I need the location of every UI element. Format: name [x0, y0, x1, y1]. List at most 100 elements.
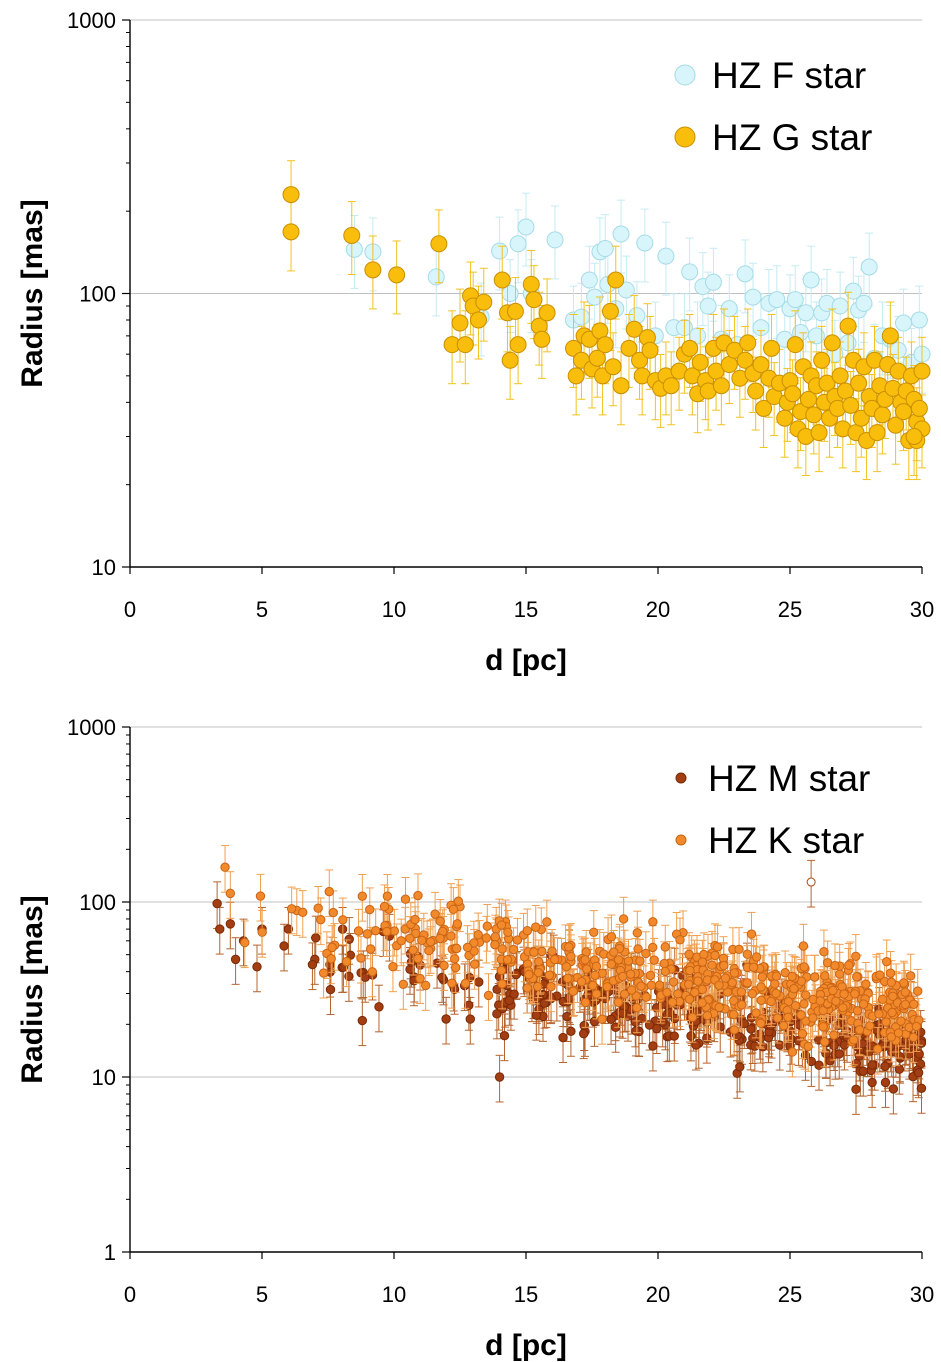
data-point [525, 291, 543, 309]
data-point [913, 986, 923, 996]
data-point [596, 336, 614, 354]
data-point [894, 1064, 905, 1074]
data-point [886, 977, 897, 988]
data-point [408, 945, 418, 955]
data-point [451, 943, 462, 954]
data-point [546, 981, 556, 992]
data-point [497, 944, 507, 954]
chart-top: 10 100 1000 0 5 10 15 20 25 30 d [pc] Radius [mas] H… [16, 8, 934, 677]
data-point [699, 297, 717, 315]
data-point [818, 1022, 828, 1032]
data-point [783, 1012, 793, 1023]
data-point [766, 996, 776, 1007]
data-point [668, 977, 679, 987]
data-point [736, 351, 754, 369]
data-point [609, 947, 619, 957]
x-tick-label: 20 [646, 597, 670, 622]
data-point [796, 1010, 806, 1020]
data-point [415, 973, 425, 984]
data-point [572, 308, 590, 326]
data-point [561, 961, 572, 972]
data-point [667, 997, 678, 1007]
legend: HZ F star HZ G star [674, 55, 872, 158]
data-point [483, 990, 494, 1001]
data-point [371, 925, 381, 936]
data-point [362, 929, 373, 939]
data-point [865, 1021, 875, 1031]
data-point [631, 1026, 641, 1036]
data-point [531, 1010, 542, 1020]
data-point [888, 1084, 899, 1094]
data-point [636, 234, 654, 252]
data-point [877, 994, 888, 1004]
data-point [873, 406, 891, 424]
data-point [606, 1014, 616, 1025]
data-point [648, 1041, 658, 1051]
data-point [799, 999, 809, 1009]
data-point [911, 1021, 922, 1032]
data-point [710, 950, 720, 961]
data-point [356, 953, 366, 963]
data-point [772, 1013, 783, 1023]
data-point [905, 428, 923, 446]
data-point [681, 339, 699, 357]
data-point [909, 999, 919, 1009]
data-point [633, 944, 643, 954]
data-point [746, 1024, 756, 1034]
data-point [805, 406, 823, 424]
data-point [880, 1077, 891, 1088]
data-point [848, 1035, 859, 1045]
data-point [844, 282, 862, 300]
data-point [612, 377, 630, 395]
data-point [345, 240, 363, 258]
data-point [787, 1047, 798, 1057]
data-point [885, 968, 896, 978]
data-point [448, 904, 459, 914]
data-point [697, 998, 707, 1008]
data-point [357, 1015, 368, 1026]
data-point [490, 939, 500, 950]
data-point [635, 956, 645, 966]
data-point [839, 317, 857, 335]
data-point [739, 334, 757, 352]
data-point [307, 959, 318, 970]
data-point [807, 327, 825, 345]
data-point [887, 416, 905, 434]
data-point [364, 261, 382, 279]
data-point [803, 1041, 813, 1052]
data-point [691, 1040, 701, 1050]
data-point [818, 374, 836, 392]
data-point [343, 226, 361, 244]
data-point [886, 1032, 896, 1042]
data-point [367, 967, 378, 977]
data-point [729, 995, 739, 1006]
data-point [861, 979, 871, 989]
data-point [855, 294, 873, 312]
data-point [852, 409, 870, 427]
data-point [491, 242, 509, 260]
data-point [654, 980, 665, 990]
data-point [778, 1020, 789, 1031]
data-point [868, 424, 886, 442]
data-point [580, 955, 590, 965]
data-point [819, 947, 829, 957]
data-point [786, 291, 804, 309]
data-point [825, 1056, 835, 1066]
data-point [657, 1017, 668, 1027]
data-point [660, 966, 670, 977]
data-point [533, 967, 544, 978]
data-point [913, 362, 931, 380]
series-hz-g-star [282, 160, 931, 481]
data-point [662, 377, 680, 395]
data-point [493, 271, 511, 289]
data-point [613, 997, 624, 1007]
data-point [338, 915, 348, 925]
data-point [522, 275, 540, 293]
data-point [786, 336, 804, 354]
x-tick-label: 5 [256, 1282, 268, 1307]
x-tick-label: 20 [646, 1282, 670, 1307]
data-point [726, 341, 744, 359]
data-point [504, 995, 515, 1006]
data-point [212, 898, 222, 909]
